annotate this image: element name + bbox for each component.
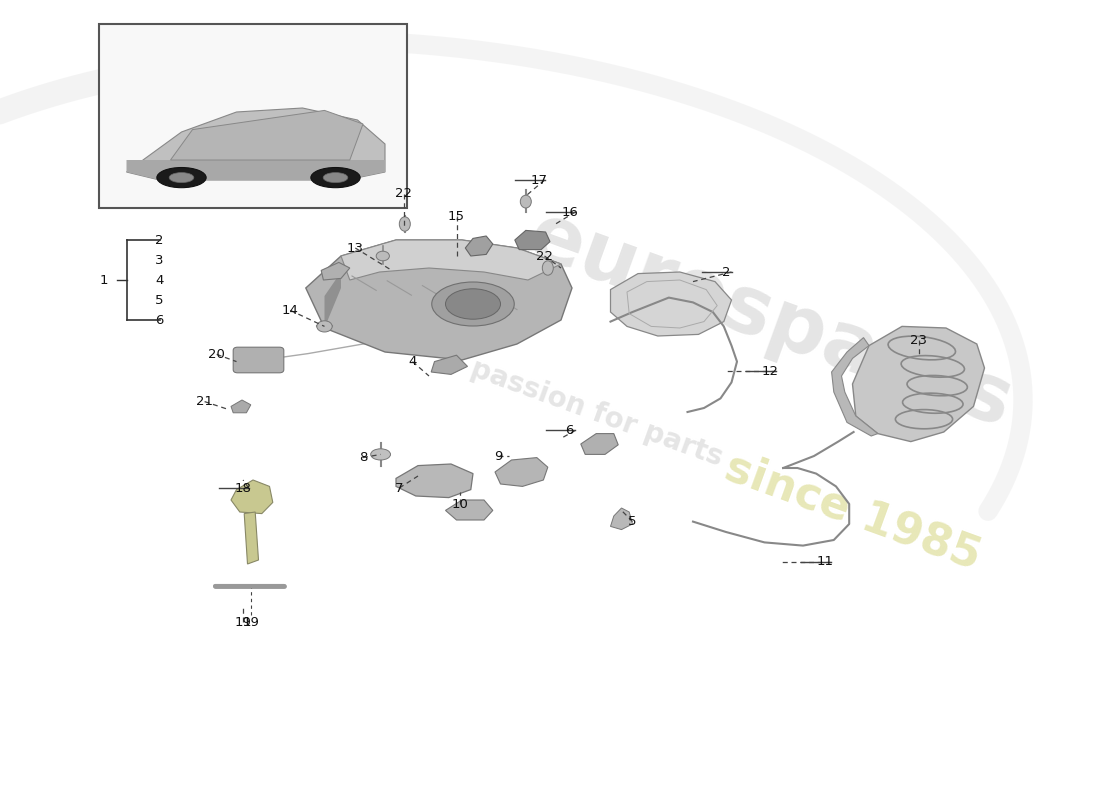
Polygon shape (515, 230, 550, 250)
Text: 4: 4 (155, 274, 164, 286)
Text: 17: 17 (530, 174, 548, 186)
Polygon shape (341, 240, 561, 280)
Text: 19: 19 (242, 616, 260, 629)
Text: 2: 2 (155, 234, 164, 246)
Polygon shape (495, 458, 548, 486)
Text: 6: 6 (155, 314, 164, 326)
Text: 6: 6 (565, 424, 574, 437)
Bar (99, 24, 407, 208)
Text: 5: 5 (155, 294, 164, 306)
Polygon shape (324, 272, 341, 328)
Polygon shape (465, 236, 493, 256)
Text: 13: 13 (346, 242, 364, 254)
Polygon shape (306, 240, 572, 360)
Polygon shape (852, 326, 984, 442)
Polygon shape (431, 355, 467, 374)
Text: 19: 19 (234, 616, 252, 629)
Text: 18: 18 (234, 482, 252, 494)
Text: 16: 16 (561, 206, 579, 218)
Text: 11: 11 (816, 555, 834, 568)
Text: 3: 3 (155, 254, 164, 266)
Ellipse shape (542, 261, 553, 275)
Text: 9: 9 (494, 450, 503, 462)
Text: 5: 5 (628, 515, 637, 528)
Polygon shape (231, 480, 273, 514)
Polygon shape (231, 400, 251, 413)
Text: 14: 14 (282, 304, 299, 317)
Ellipse shape (169, 173, 194, 182)
Text: 22: 22 (536, 250, 553, 262)
Text: since 1985: since 1985 (718, 446, 987, 578)
Polygon shape (126, 160, 385, 180)
Ellipse shape (157, 167, 206, 188)
Text: 2: 2 (722, 266, 730, 278)
Ellipse shape (311, 167, 360, 188)
Polygon shape (244, 512, 258, 564)
Ellipse shape (371, 449, 390, 460)
Polygon shape (446, 500, 493, 520)
Ellipse shape (399, 217, 410, 231)
Text: 8: 8 (359, 451, 367, 464)
Ellipse shape (520, 195, 531, 208)
Text: 23: 23 (910, 334, 927, 346)
Polygon shape (832, 338, 878, 436)
Polygon shape (321, 262, 350, 280)
Polygon shape (610, 272, 732, 336)
Text: 7: 7 (395, 482, 404, 494)
Polygon shape (610, 508, 632, 530)
Text: 15: 15 (448, 210, 465, 222)
Text: 12: 12 (761, 365, 779, 378)
Polygon shape (126, 108, 385, 180)
Ellipse shape (446, 289, 501, 319)
Text: 22: 22 (395, 187, 412, 200)
Polygon shape (581, 434, 618, 454)
Text: 10: 10 (451, 498, 469, 510)
Text: a passion for parts: a passion for parts (440, 345, 726, 471)
Text: eurospares: eurospares (517, 196, 1023, 444)
Ellipse shape (323, 173, 348, 182)
Polygon shape (396, 464, 473, 498)
Ellipse shape (317, 321, 332, 332)
Text: 4: 4 (408, 355, 417, 368)
FancyBboxPatch shape (233, 347, 284, 373)
Ellipse shape (431, 282, 515, 326)
Text: 20: 20 (208, 348, 226, 361)
Ellipse shape (376, 251, 389, 261)
Text: 1: 1 (99, 274, 108, 286)
Text: 21: 21 (196, 395, 213, 408)
Polygon shape (170, 110, 363, 160)
